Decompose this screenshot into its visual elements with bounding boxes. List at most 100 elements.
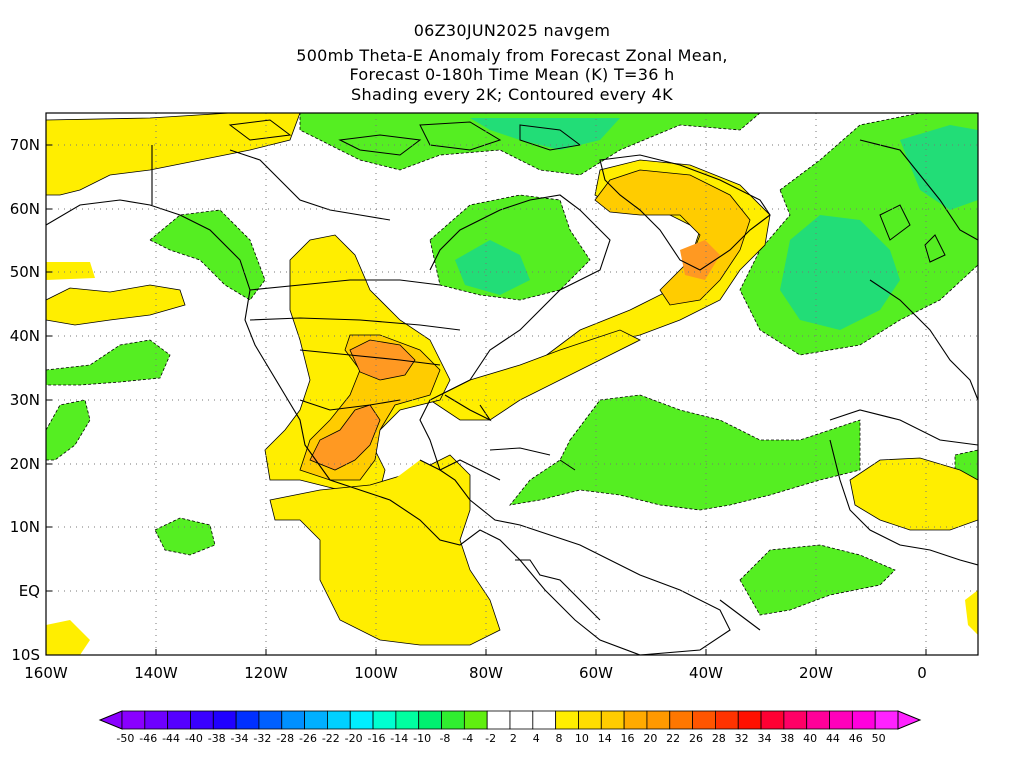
green-region-south-atlantic (739, 544, 896, 616)
gold-region-greenland (594, 169, 751, 306)
colorbar-swatch (167, 710, 191, 730)
latitude-labels: 70N 60N 50N 40N 30N 20N 10N EQ 10S (10, 136, 40, 664)
colorbar-swatch (623, 710, 648, 730)
colorbar-swatch (304, 710, 328, 730)
teal-region-arctic (470, 118, 620, 150)
colorbar-swatch (486, 710, 511, 730)
map-title-line-1: 06Z30JUN2025 navgem (413, 21, 611, 40)
colorbar-swatch (121, 710, 146, 730)
yellow-region-us-west (264, 234, 451, 501)
colorbar-label: 44 (826, 732, 840, 745)
lon-label: 60W (579, 664, 613, 682)
green-region-arctic-canada (299, 113, 761, 176)
colorbar-label: 38 (780, 732, 794, 745)
colorbar-swatch (600, 710, 625, 730)
lon-label: 160W (24, 664, 68, 682)
colorbar-swatch (692, 710, 716, 730)
colorbar-swatch (669, 710, 693, 730)
yellow-region-south-atlantic-east (965, 590, 978, 635)
colorbar-swatch (144, 710, 169, 730)
green-region-pacific-40n (46, 339, 171, 386)
colorbar-swatch (829, 710, 853, 730)
colorbar-swatch (532, 710, 557, 730)
yellow-region-pacific-45n (46, 284, 186, 326)
lat-label: 40N (10, 327, 40, 345)
colorbar-label: -28 (276, 732, 294, 745)
lon-label: 140W (134, 664, 178, 682)
colorbar-label: 4 (533, 732, 540, 745)
colorbar-label: 10 (575, 732, 589, 745)
colorbar-label: -34 (231, 732, 249, 745)
colorbar-swatch (190, 710, 214, 730)
orange-region-greenland (680, 240, 720, 280)
colorbar-arrow-right (897, 710, 922, 730)
colorbar-swatch (327, 710, 351, 730)
map-title-line-2: 500mb Theta-E Anomaly from Forecast Zona… (296, 46, 728, 65)
lat-label: 10N (10, 518, 40, 536)
colorbar-label: -10 (413, 732, 431, 745)
green-region-pacific-25n (46, 399, 91, 461)
map-title-line-3: Forecast 0-180h Time Mean (K) T=36 h (349, 65, 675, 84)
lat-label: 70N (10, 136, 40, 154)
colorbar-label: 16 (621, 732, 635, 745)
lat-label: 50N (10, 263, 40, 281)
colorbar-swatch (646, 710, 671, 730)
colorbar-label: 46 (849, 732, 863, 745)
colorbar-label: 26 (689, 732, 703, 745)
colorbar-swatch (760, 710, 785, 730)
colorbar-swatch (281, 710, 305, 730)
colorbar-label: 14 (598, 732, 612, 745)
colorbar-swatch (737, 710, 762, 730)
colorbar-label: 8 (556, 732, 563, 745)
colorbar-label: -22 (322, 732, 340, 745)
anomaly-shading (46, 113, 978, 655)
colorbar: -50 -46 -44 -40 -38 -34 -32 -28 -26 -22 -20 -16 -14-… (98, 710, 922, 745)
graticule (46, 113, 978, 655)
colorbar-swatch (235, 710, 260, 730)
colorbar-label: -46 (139, 732, 157, 745)
colorbar-label: 34 (757, 732, 771, 745)
colorbar-label: 20 (643, 732, 657, 745)
green-region-alaska (149, 209, 266, 301)
orange-region-us (349, 339, 416, 381)
colorbar-swatch (418, 710, 442, 730)
colorbar-label: 28 (712, 732, 726, 745)
colorbar-label: 32 (735, 732, 749, 745)
map-title-line-4: Shading every 2K; Contoured every 4K (351, 85, 673, 104)
colorbar-swatch (372, 710, 397, 730)
colorbar-swatch (509, 710, 534, 730)
colorbar-label: -20 (345, 732, 363, 745)
colorbar-swatch (851, 710, 876, 730)
lat-label: EQ (19, 582, 40, 600)
colorbar-swatch (555, 710, 579, 730)
colorbar-label: 22 (666, 732, 680, 745)
lat-label: 60N (10, 200, 40, 218)
axis-ticks (45, 144, 927, 655)
colorbar-label: -14 (390, 732, 408, 745)
yellow-region-south-pacific (46, 620, 90, 655)
colorbar-label: -50 (116, 732, 134, 745)
teal-region-norway (900, 125, 978, 210)
teal-region-hudson (455, 240, 530, 295)
teal-region-north-atlantic (780, 215, 900, 330)
colorbar-swatch (349, 710, 374, 730)
lon-label: 120W (244, 664, 288, 682)
colorbar-label: 2 (510, 732, 517, 745)
colorbar-label: -26 (299, 732, 317, 745)
lon-label: 0 (917, 664, 927, 682)
colorbar-swatch (806, 710, 830, 730)
colorbar-label: 40 (803, 732, 817, 745)
colorbar-label: -40 (185, 732, 203, 745)
map-frame (45, 112, 979, 656)
colorbar-swatch (783, 710, 808, 730)
colorbar-label: -38 (208, 732, 226, 745)
yellow-region-africa (849, 457, 978, 531)
lon-label: 20W (799, 664, 833, 682)
green-region-pacific-10n (154, 517, 216, 556)
colorbar-label: -32 (253, 732, 271, 745)
colorbar-label: -16 (367, 732, 385, 745)
colorbar-swatch (715, 710, 739, 730)
lat-label: 30N (10, 391, 40, 409)
colorbar-swatch (578, 710, 602, 730)
